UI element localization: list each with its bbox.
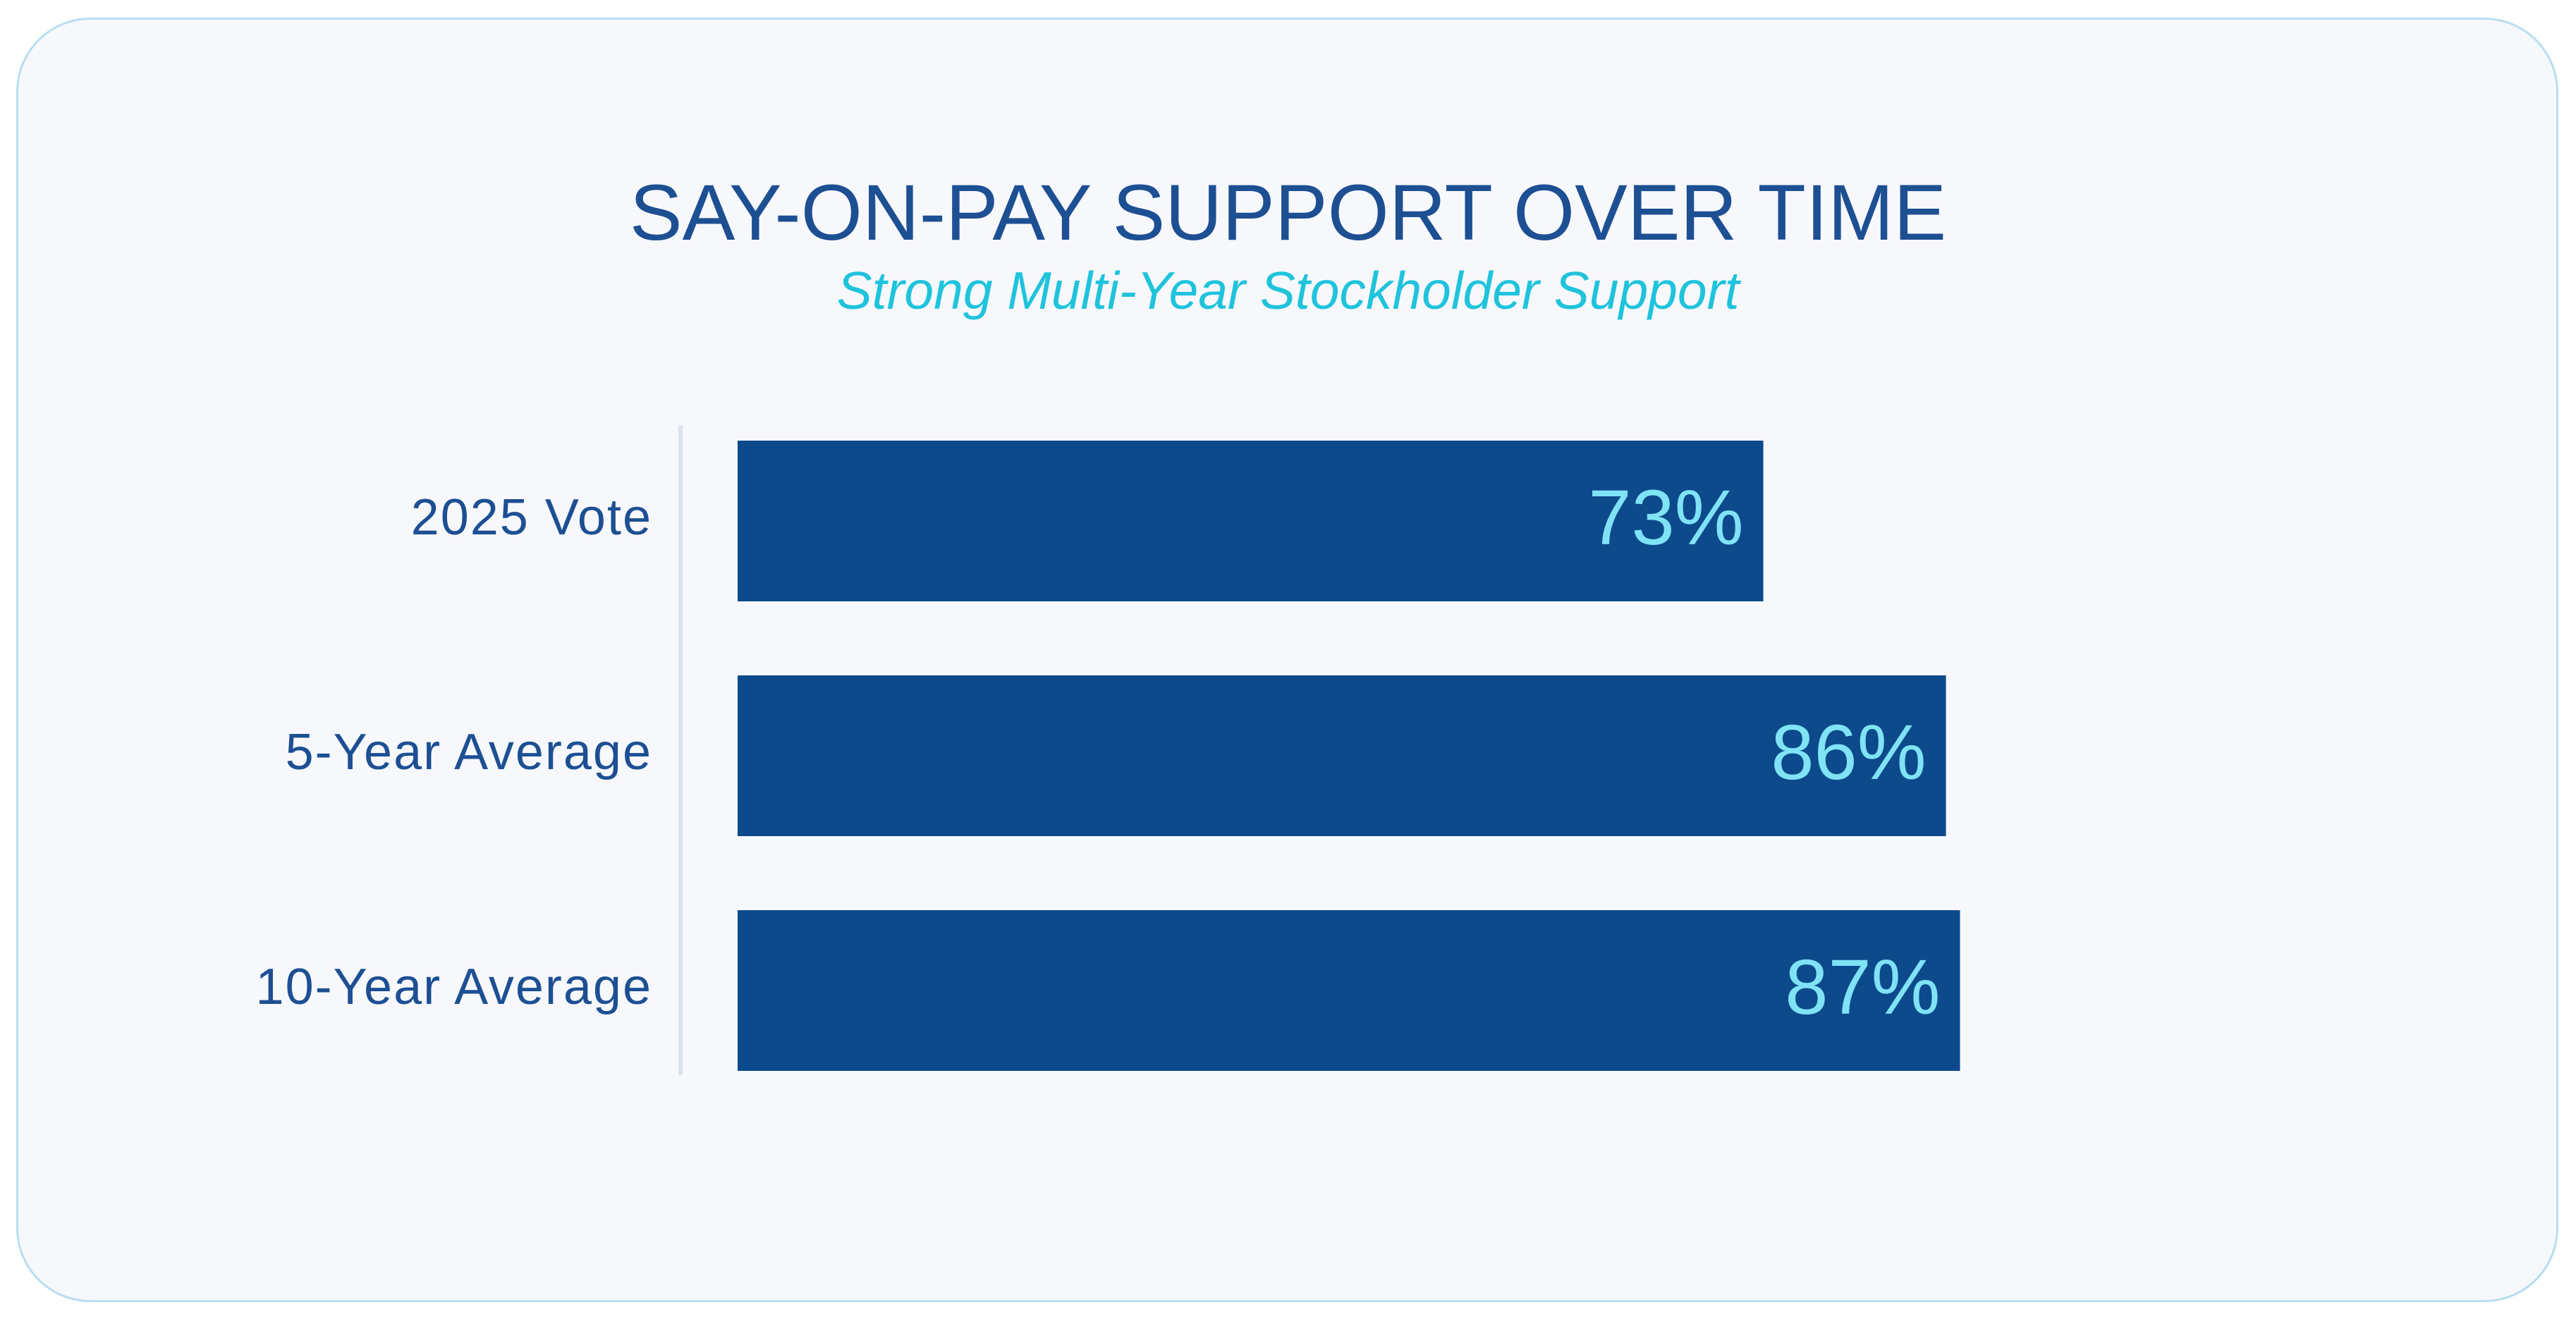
category-label: 5-Year Average — [286, 724, 652, 780]
value-label: 87% — [1785, 944, 1940, 1031]
bar-10-year-average — [738, 910, 1960, 1071]
bar-2025-vote — [738, 441, 1764, 601]
chart-title: SAY-ON-PAY SUPPORT OVER TIME — [629, 168, 1947, 257]
category-label: 2025 Vote — [411, 489, 652, 546]
chart-subtitle: Strong Multi-Year Stockholder Support — [836, 261, 1740, 320]
value-label: 73% — [1588, 474, 1743, 561]
category-label: 10-Year Average — [256, 959, 652, 1015]
value-label: 86% — [1771, 709, 1926, 796]
category-axis-line — [678, 425, 683, 1075]
chart-card — [16, 18, 2558, 1302]
bar-5-year-average — [738, 675, 1946, 836]
